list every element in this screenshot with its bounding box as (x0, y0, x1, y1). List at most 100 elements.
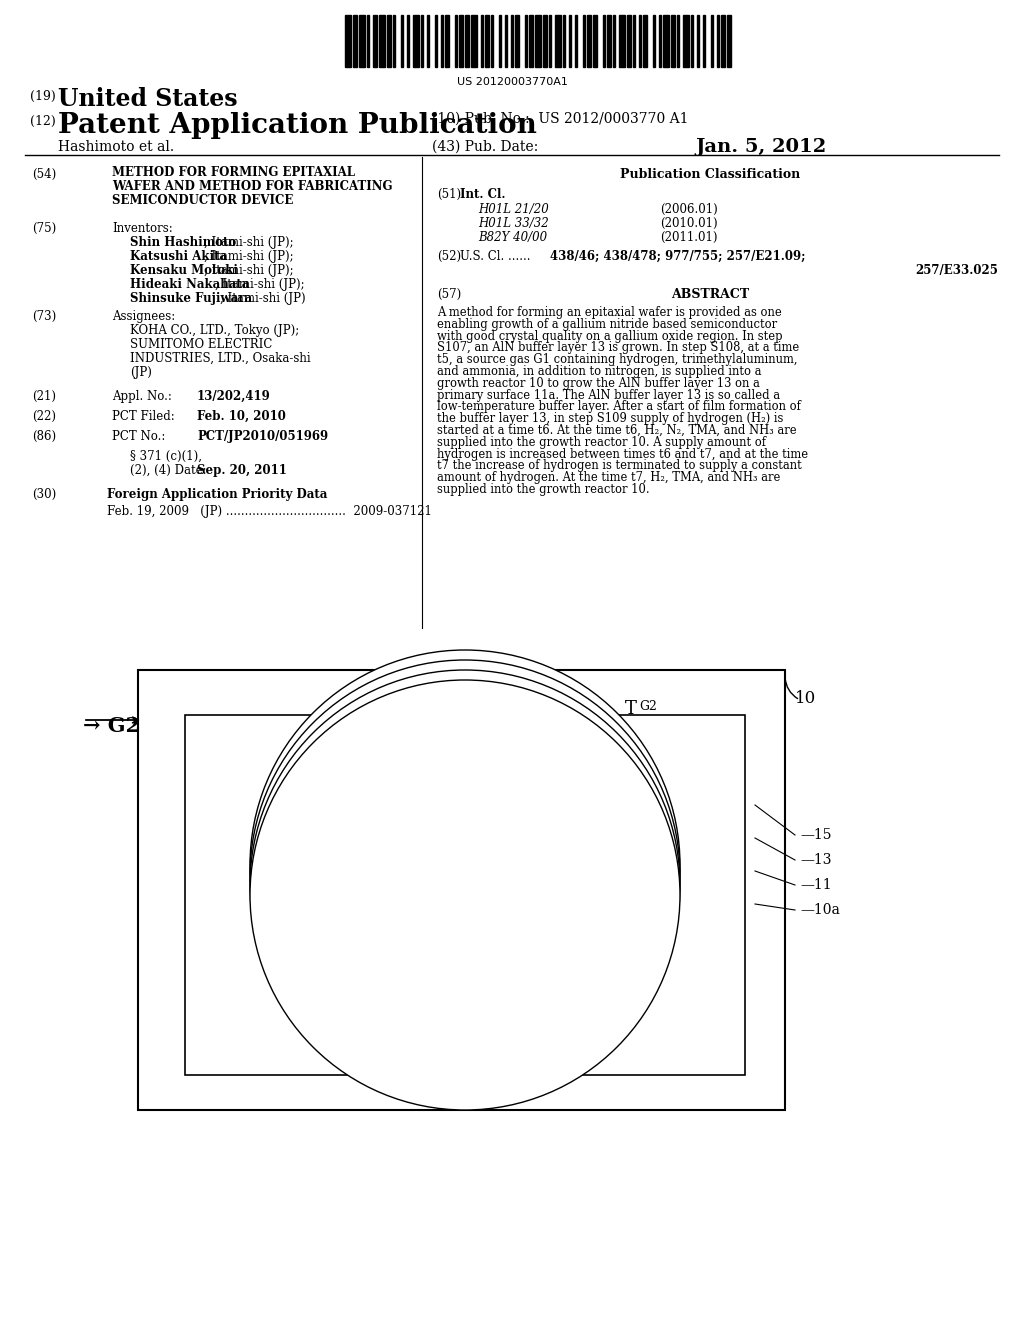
Bar (603, 15, 605, 67)
Text: 13/202,419: 13/202,419 (197, 389, 270, 403)
Bar (633, 15, 635, 67)
Text: S107, an AlN buffer layer 13 is grown. In step S108, at a time: S107, an AlN buffer layer 13 is grown. I… (437, 342, 800, 354)
Bar (471, 15, 477, 67)
Text: (86): (86) (32, 430, 56, 444)
Text: 257/E33.025: 257/E33.025 (915, 264, 998, 277)
Text: —11: —11 (800, 878, 831, 892)
Text: Patent Application Publication: Patent Application Publication (58, 112, 537, 139)
Text: Int. Cl.: Int. Cl. (460, 187, 506, 201)
Bar (587, 15, 591, 67)
Text: —10a: —10a (800, 903, 840, 917)
Bar (563, 15, 565, 67)
Bar (717, 15, 719, 67)
Text: (51): (51) (437, 187, 461, 201)
Text: Hashimoto et al.: Hashimoto et al. (58, 140, 174, 154)
Bar (387, 15, 391, 67)
Bar (653, 15, 655, 67)
Bar (511, 15, 513, 67)
Bar (569, 15, 571, 67)
Bar (345, 15, 351, 67)
Text: H01L 21/20: H01L 21/20 (478, 203, 549, 216)
Bar (413, 15, 419, 67)
Text: PCT Filed:: PCT Filed: (112, 411, 175, 422)
Text: —15: —15 (800, 828, 831, 842)
Text: Shin Hashimoto: Shin Hashimoto (130, 236, 237, 249)
Bar (639, 15, 641, 67)
Bar (525, 15, 527, 67)
Text: , Itami-shi (JP);: , Itami-shi (JP); (204, 236, 294, 249)
Text: SEMICONDUCTOR DEVICE: SEMICONDUCTOR DEVICE (112, 194, 293, 207)
Text: 10: 10 (795, 690, 816, 708)
Text: supplied into the growth reactor 10. A supply amount of: supplied into the growth reactor 10. A s… (437, 436, 766, 449)
Bar (549, 15, 551, 67)
Bar (721, 15, 725, 67)
Bar (485, 15, 489, 67)
Bar (643, 15, 647, 67)
Text: the buffer layer 13, in step S109 supply of hydrogen (H₂) is: the buffer layer 13, in step S109 supply… (437, 412, 783, 425)
Bar (575, 15, 577, 67)
Bar (671, 15, 675, 67)
Bar (367, 15, 369, 67)
Bar (359, 15, 365, 67)
Text: (43) Pub. Date:: (43) Pub. Date: (432, 140, 539, 154)
Text: Sep. 20, 2011: Sep. 20, 2011 (197, 465, 287, 477)
Text: (22): (22) (32, 411, 56, 422)
Text: → G2: → G2 (83, 715, 140, 737)
Bar (703, 15, 705, 67)
Text: —13: —13 (800, 853, 831, 867)
Text: H01L 33/32: H01L 33/32 (478, 216, 549, 230)
Text: US 20120003770A1: US 20120003770A1 (457, 77, 567, 87)
Text: (30): (30) (32, 488, 56, 502)
Text: Feb. 19, 2009   (JP) ................................  2009-037121: Feb. 19, 2009 (JP) .....................… (106, 506, 432, 517)
Bar (543, 15, 547, 67)
Text: KOHA CO., LTD., Tokyo (JP);: KOHA CO., LTD., Tokyo (JP); (130, 323, 299, 337)
Ellipse shape (250, 671, 680, 1100)
Text: PCT No.:: PCT No.: (112, 430, 165, 444)
Bar (583, 15, 585, 67)
Text: Kensaku Motoki: Kensaku Motoki (130, 264, 238, 277)
Text: (54): (54) (32, 168, 56, 181)
Text: (2011.01): (2011.01) (660, 231, 718, 244)
Text: Hideaki Nakahata: Hideaki Nakahata (130, 279, 250, 290)
Bar (529, 15, 534, 67)
Bar (683, 15, 689, 67)
Bar (613, 15, 615, 67)
Text: (73): (73) (32, 310, 56, 323)
Bar (677, 15, 679, 67)
Text: U.S. Cl. ......: U.S. Cl. ...... (460, 249, 530, 263)
Bar (607, 15, 611, 67)
Text: t5, a source gas G1 containing hydrogen, trimethylaluminum,: t5, a source gas G1 containing hydrogen,… (437, 354, 798, 366)
Bar (427, 15, 429, 67)
Text: Appl. No.:: Appl. No.: (112, 389, 172, 403)
Bar (421, 15, 423, 67)
Bar (505, 15, 507, 67)
Text: primary surface 11a. The AlN buffer layer 13 is so called a: primary surface 11a. The AlN buffer laye… (437, 388, 780, 401)
Bar (691, 15, 693, 67)
Text: 438/46; 438/478; 977/755; 257/E21.09;: 438/46; 438/478; 977/755; 257/E21.09; (550, 249, 806, 263)
Bar (373, 15, 377, 67)
Bar (618, 15, 625, 67)
Text: (12): (12) (30, 115, 55, 128)
Text: Publication Classification: Publication Classification (620, 168, 800, 181)
Ellipse shape (250, 649, 680, 1080)
Bar (727, 15, 731, 67)
Text: B82Y 40/00: B82Y 40/00 (478, 231, 547, 244)
Text: , Itami-shi (JP);: , Itami-shi (JP); (204, 264, 294, 277)
Bar (663, 15, 669, 67)
Text: t7 the increase of hydrogen is terminated to supply a constant: t7 the increase of hydrogen is terminate… (437, 459, 802, 473)
Text: enabling growth of a gallium nitride based semiconductor: enabling growth of a gallium nitride bas… (437, 318, 777, 331)
Text: with good crystal quality on a gallium oxide region. In step: with good crystal quality on a gallium o… (437, 330, 782, 343)
Bar (535, 15, 541, 67)
Bar (515, 15, 519, 67)
Text: , Itami-shi (JP);: , Itami-shi (JP); (204, 249, 294, 263)
Text: and ammonia, in addition to nitrogen, is supplied into a: and ammonia, in addition to nitrogen, is… (437, 366, 762, 378)
Bar (711, 15, 713, 67)
Text: Foreign Application Priority Data: Foreign Application Priority Data (106, 488, 328, 502)
Text: (57): (57) (437, 288, 461, 301)
Bar (659, 15, 662, 67)
Text: (75): (75) (32, 222, 56, 235)
Text: growth reactor 10 to grow the AlN buffer layer 13 on a: growth reactor 10 to grow the AlN buffer… (437, 376, 760, 389)
Text: (52): (52) (437, 249, 461, 263)
Text: INDUSTRIES, LTD., Osaka-shi: INDUSTRIES, LTD., Osaka-shi (130, 352, 310, 366)
Bar (393, 15, 395, 67)
